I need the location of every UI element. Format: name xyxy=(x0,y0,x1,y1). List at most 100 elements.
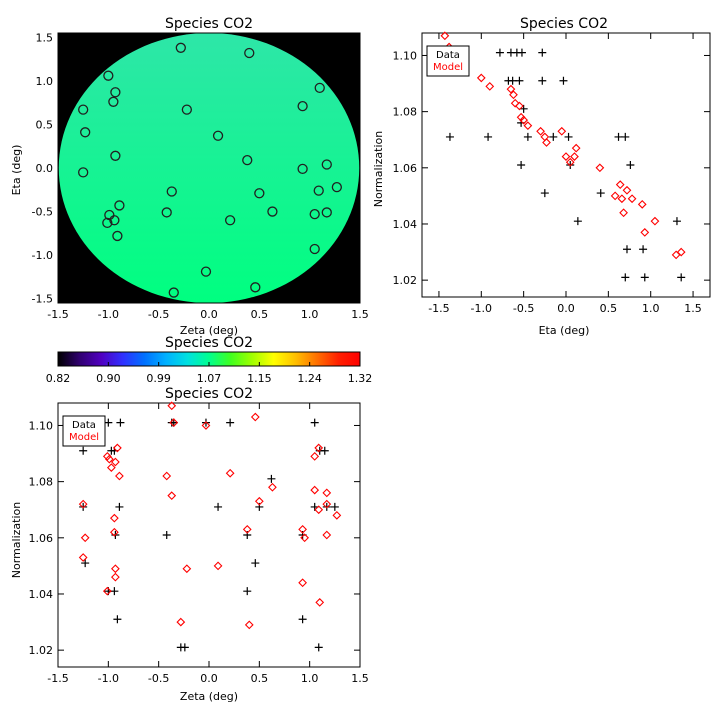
eta-plot-model-diamond-marker xyxy=(536,126,545,136)
eta-plot-data-plus-marker xyxy=(622,245,631,254)
eta-plot-title: Species CO2 xyxy=(520,16,608,32)
zeta-plot-model-diamond-marker xyxy=(310,485,320,495)
zeta-plot-ylabel: Normalization xyxy=(10,502,23,578)
zeta-plot-data-plus-marker xyxy=(201,418,210,427)
zeta-plot-model-diamond-marker xyxy=(102,451,112,461)
eta-plot-x-tick-label: -1.0 xyxy=(471,302,492,315)
eta-plot-data-plus-marker xyxy=(508,76,517,85)
zeta-plot-y-tick-label: 1.06 xyxy=(29,532,54,545)
zeta-plot-x-tick-label: 0.5 xyxy=(251,672,269,685)
eta-plot-model-diamond-marker xyxy=(610,191,620,201)
zeta-plot-data-plus-marker xyxy=(226,418,235,427)
map-marker-circle xyxy=(313,185,324,196)
eta-plot-data-plus-marker xyxy=(626,161,635,169)
map-ylabel: Eta (deg) xyxy=(10,145,23,196)
eta-plot-model-diamond-marker xyxy=(676,247,686,257)
zeta-plot-legend-data: Data xyxy=(72,420,96,431)
map-y-tick-label: -1.5 xyxy=(32,293,53,306)
eta-plot-data-plus-marker xyxy=(573,217,582,226)
zeta-plot-model-diamond-marker xyxy=(109,513,119,523)
zeta-plot-model-diamond-marker xyxy=(250,412,260,422)
eta-plot-x-tick-label: 0.5 xyxy=(600,302,618,315)
eta-plot-model-diamond-marker xyxy=(561,152,571,161)
zeta-plot-model-diamond-marker xyxy=(113,443,122,453)
zeta-plot-xlabel: Zeta (deg) xyxy=(180,690,238,703)
map-marker-circle xyxy=(309,209,320,220)
zeta-plot-model-diamond-marker xyxy=(167,491,177,501)
zeta-plot-model-diamond-marker xyxy=(106,463,116,472)
eta-plot-data-plus-marker xyxy=(515,76,524,85)
zeta-plot-data-plus-marker xyxy=(214,502,223,511)
zeta-plot-model-diamond-marker xyxy=(310,451,320,461)
norm-vs-eta-panel: Species CO2 Eta (deg) Normalization -1.5… xyxy=(372,16,711,337)
zeta-plot-title: Species CO2 xyxy=(165,386,253,402)
map-marker-circle xyxy=(78,167,89,178)
zeta-plot-model-diamond-marker xyxy=(213,561,223,571)
zeta-plot-model-diamond-marker xyxy=(322,499,332,509)
map-marker-circle xyxy=(166,186,177,197)
eta-plot-x-tick-label: -1.5 xyxy=(428,302,449,315)
map-marker-circle xyxy=(254,188,265,199)
zeta-plot-data-plus-marker xyxy=(330,502,339,511)
map-marker-circle xyxy=(110,150,121,161)
eta-plot-model-diamond-marker xyxy=(565,157,575,167)
eta-plot-legend-model: Model xyxy=(433,62,463,73)
map-x-tick-label: -1.5 xyxy=(47,308,68,321)
eta-plot-model-diamond-marker xyxy=(506,84,516,94)
zeta-plot-data-plus-marker xyxy=(162,531,171,539)
map-marker-circle xyxy=(244,47,255,59)
zeta-plot-model-diamond-marker xyxy=(80,533,90,543)
eta-plot-model-diamond-marker xyxy=(615,180,625,190)
zeta-plot-data-plus-marker xyxy=(79,502,88,511)
zeta-plot-data-plus-marker xyxy=(110,587,119,596)
zeta-plot-data-plus-marker xyxy=(322,502,331,511)
eta-plot-data-plus-marker xyxy=(517,161,526,169)
eta-plot-model-diamond-marker xyxy=(617,194,627,204)
map-marker-circle xyxy=(212,130,224,141)
zeta-plot-model-diamond-marker xyxy=(162,471,172,481)
map-marker-circle xyxy=(224,215,236,226)
map-xlabel: Zeta (deg) xyxy=(180,324,238,337)
eta-plot-model-diamond-marker xyxy=(523,121,533,131)
map-marker-circle xyxy=(80,127,91,138)
map-marker-circle xyxy=(78,104,89,115)
eta-plot-data-plus-marker xyxy=(639,245,648,254)
eta-plot-data-plus-marker xyxy=(540,189,549,198)
eta-plot-x-tick-label: 1.5 xyxy=(684,302,702,315)
eta-plot-y-tick-label: 1.10 xyxy=(393,49,418,62)
zeta-plot-data-plus-marker xyxy=(104,418,113,427)
eta-plot-data-plus-marker xyxy=(564,132,573,141)
map-marker-circle xyxy=(250,282,261,293)
eta-plot-y-tick-label: 1.06 xyxy=(393,162,418,175)
zeta-plot-data-plus-marker xyxy=(113,615,122,624)
eta-plot-x-tick-label: 1.0 xyxy=(642,302,660,315)
eta-plot-data-plus-marker xyxy=(538,48,547,57)
zeta-plot-model-diamond-marker xyxy=(314,443,324,453)
eta-plot-model-diamond-marker xyxy=(595,163,605,173)
map-x-tick-label: -1.0 xyxy=(98,308,119,321)
eta-plot-model-diamond-marker xyxy=(515,101,524,111)
zeta-plot-model-diamond-marker xyxy=(78,553,88,562)
eta-plot-model-diamond-marker xyxy=(485,81,495,91)
eta-plot-data-plus-marker xyxy=(621,132,630,141)
eta-plot-data-plus-marker xyxy=(559,76,568,85)
eta-plot-data-plus-marker xyxy=(566,161,575,169)
map-x-tick-label: 1.0 xyxy=(301,308,319,321)
eta-plot-model-diamond-marker xyxy=(627,194,637,204)
colorbar-tick-label: 0.90 xyxy=(96,372,121,385)
map-marker-circle xyxy=(108,96,119,107)
eta-plot-data-plus-marker xyxy=(445,132,454,141)
species-map-panel: Species CO2 Zeta (deg) Eta (deg) -1.5 -1.… xyxy=(10,16,369,337)
map-y-tick-label: 1.5 xyxy=(36,31,54,44)
zeta-plot-model-diamond-marker xyxy=(332,510,342,520)
eta-plot-model-diamond-marker xyxy=(637,199,647,209)
eta-plot-model-diamond-marker xyxy=(619,208,628,218)
map-marker-circle xyxy=(297,101,308,112)
eta-plot-model-diamond-marker xyxy=(557,126,567,136)
zeta-plot-model-diamond-marker xyxy=(300,533,310,543)
eta-plot-y-tick-label: 1.04 xyxy=(393,218,418,231)
map-title: Species CO2 xyxy=(165,16,253,32)
map-x-tick-label: 1.5 xyxy=(351,308,369,321)
map-marker-circle xyxy=(181,104,193,115)
